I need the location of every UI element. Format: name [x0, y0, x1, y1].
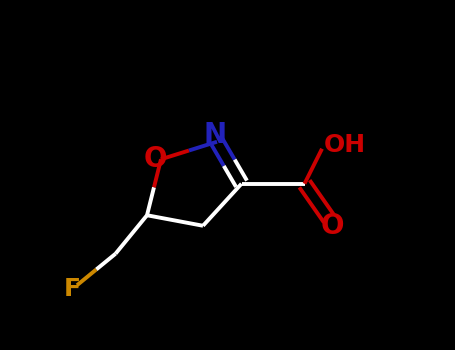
Text: N: N: [204, 121, 227, 149]
Text: F: F: [63, 277, 80, 301]
Text: O: O: [321, 212, 344, 240]
Text: O: O: [144, 145, 167, 173]
Text: OH: OH: [324, 133, 366, 157]
